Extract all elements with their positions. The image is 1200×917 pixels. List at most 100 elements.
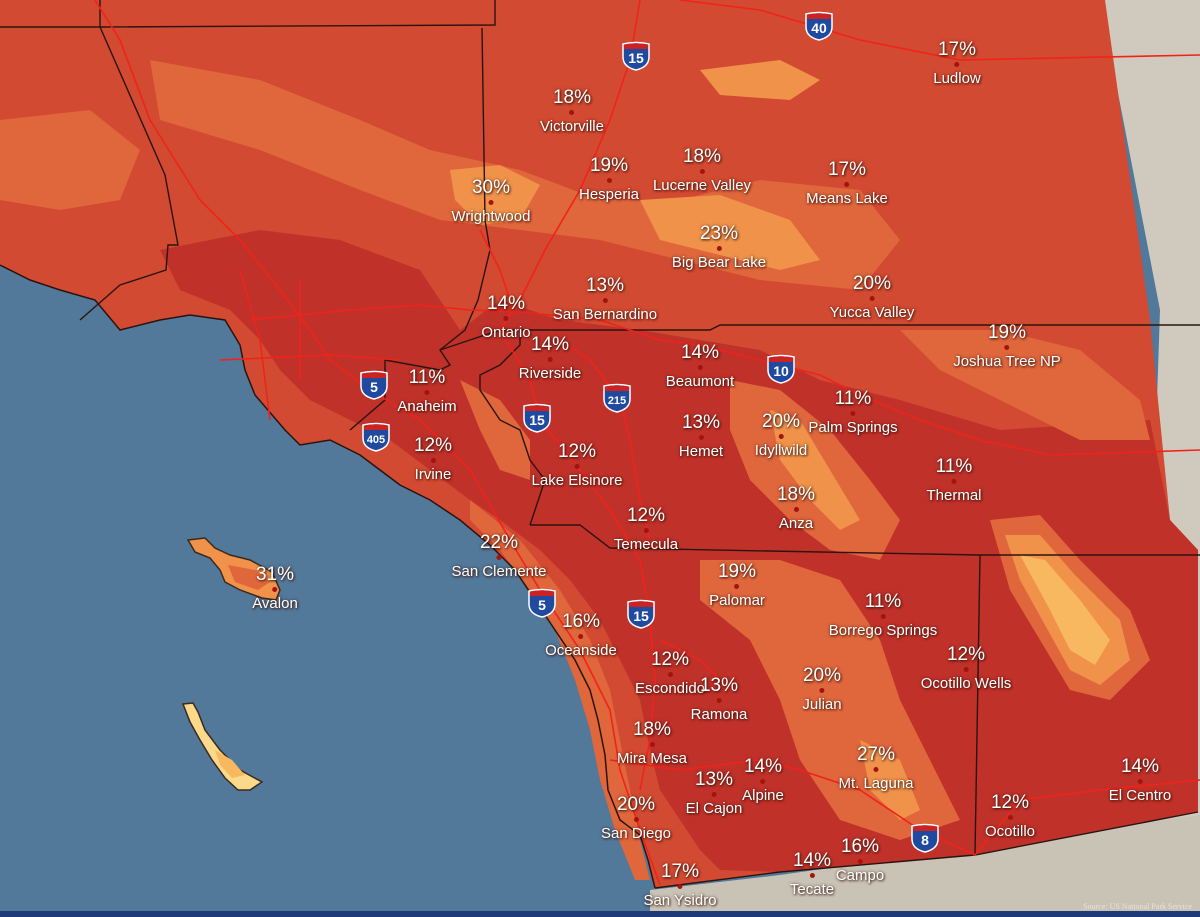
city-name: El Centro: [1108, 787, 1172, 804]
san-clemente-island: [181, 702, 264, 791]
source-credit: Source: US National Park Service: [1083, 902, 1192, 911]
city-label-temecula: 12% Temecula: [613, 505, 679, 554]
humidity-value: 11%: [834, 388, 872, 409]
city-name: Borrego Springs: [828, 622, 938, 639]
zone-high-laguna: [860, 740, 920, 820]
city-label-ludlow: 17% Ludlow: [933, 39, 981, 88]
humidity-value: 16%: [561, 611, 601, 632]
city-name: Escondido: [634, 680, 706, 697]
humidity-value: 11%: [864, 591, 902, 612]
shield-icon: [528, 588, 556, 618]
interstate-shield-i10: 10: [766, 354, 796, 384]
city-label-big-bear-lake: 23% Big Bear Lake: [671, 223, 767, 272]
city-label-victorville: 18% Victorville: [540, 87, 604, 136]
city-dot-icon: [850, 411, 856, 416]
city-label-borrego-springs: 11% Borrego Springs: [828, 591, 938, 640]
humidity-value: 20%: [616, 794, 656, 815]
humidity-value: 18%: [632, 719, 672, 740]
city-label-escondido: 12% Escondido: [634, 650, 706, 698]
humidity-value: 12%: [413, 435, 453, 456]
bottom-bar: [0, 911, 1200, 917]
interstate-number: 8: [921, 832, 929, 848]
city-name: Palm Springs: [808, 419, 898, 436]
city-name: Temecula: [613, 536, 679, 553]
city-name: Idyllwild: [754, 442, 808, 459]
city-name: Hemet: [678, 443, 724, 460]
humidity-value: 18%: [552, 87, 592, 108]
city-dot-icon: [602, 298, 608, 303]
city-name: San Clemente: [451, 563, 547, 580]
city-dot-icon: [430, 458, 436, 463]
city-dot-icon: [569, 110, 575, 115]
city-label-palm-springs: 11% Palm Springs: [808, 388, 898, 437]
city-dot-icon: [574, 464, 580, 469]
humidity-value: 17%: [827, 159, 867, 180]
humidity-value: 14%: [1120, 756, 1160, 777]
humidity-value: 12%: [946, 644, 986, 665]
humidity-value: 17%: [660, 861, 700, 882]
humidity-value: 13%: [699, 675, 739, 696]
catalina-core: [228, 565, 270, 590]
humidity-value: 14%: [743, 756, 783, 777]
city-dot-icon: [606, 178, 612, 183]
city-name: Palomar: [709, 592, 765, 609]
city-label-riverside: 14% Riverside: [519, 335, 582, 383]
city-dot-icon: [954, 62, 960, 67]
zone-mid-west: [0, 110, 140, 210]
city-dot-icon: [951, 479, 957, 484]
city-dot-icon: [873, 767, 879, 772]
humidity-value: 18%: [776, 484, 816, 505]
humidity-value: 12%: [626, 505, 666, 526]
city-label-idyllwild: 20% Idyllwild: [754, 412, 808, 460]
city-dot-icon: [496, 555, 502, 560]
zone-high-bigbear: [640, 195, 820, 270]
zone-very-low-la: [160, 230, 1198, 872]
city-dot-icon: [716, 246, 722, 251]
city-label-beaumont: 14% Beaumont: [665, 342, 735, 391]
city-name: Oceanside: [545, 642, 617, 659]
city-name: Mira Mesa: [616, 750, 688, 767]
city-dot-icon: [880, 614, 886, 619]
city-name: Yucca Valley: [829, 304, 915, 321]
city-label-anza: 18% Anza: [776, 484, 816, 533]
city-name: Ramona: [690, 706, 748, 723]
city-name: Wrightwood: [451, 208, 531, 225]
city-name: Beaumont: [665, 373, 735, 390]
humidity-value: 14%: [680, 342, 720, 363]
city-dot-icon: [697, 365, 703, 370]
city-dot-icon: [760, 779, 766, 784]
city-name: Big Bear Lake: [671, 254, 767, 271]
zone-high-wrightwood: [450, 165, 540, 225]
city-name: Ocotillo: [984, 823, 1036, 840]
interstate-shield-i405: 405: [361, 422, 391, 452]
shield-icon: [360, 370, 388, 400]
humidity-value: 14%: [486, 293, 526, 314]
zone-mid-coast: [470, 500, 650, 880]
city-label-san-diego: 20% San Diego: [600, 794, 672, 843]
city-name: San Diego: [600, 825, 672, 842]
city-name: Joshua Tree NP: [953, 353, 1061, 370]
interstate-shield-i15-riverside: 15: [522, 403, 552, 433]
humidity-value: 19%: [589, 155, 629, 176]
humidity-value: 17%: [937, 39, 977, 60]
humidity-value: 11%: [408, 367, 446, 388]
city-label-anaheim: 11% Anaheim: [397, 367, 456, 416]
city-dot-icon: [677, 884, 683, 889]
city-name: Lake Elsinore: [531, 472, 623, 489]
humidity-value: 16%: [840, 836, 880, 857]
interstate-number: 215: [607, 395, 627, 407]
city-name: Thermal: [926, 487, 982, 504]
shield-icon: [603, 383, 631, 413]
shield-icon: [622, 41, 650, 71]
shield-icon: [523, 403, 551, 433]
city-name: Alpine: [742, 787, 784, 804]
interstate-shield-i215: 215: [602, 383, 632, 413]
city-name: Ludlow: [933, 70, 981, 87]
shield-icon: [627, 599, 655, 629]
humidity-value: 23%: [699, 223, 739, 244]
interstate-shield-i15-sd: 15: [626, 599, 656, 629]
humidity-value: 14%: [792, 850, 832, 871]
city-name: Mt. Laguna: [838, 775, 914, 792]
city-dot-icon: [734, 584, 740, 589]
city-dot-icon: [1007, 815, 1013, 820]
